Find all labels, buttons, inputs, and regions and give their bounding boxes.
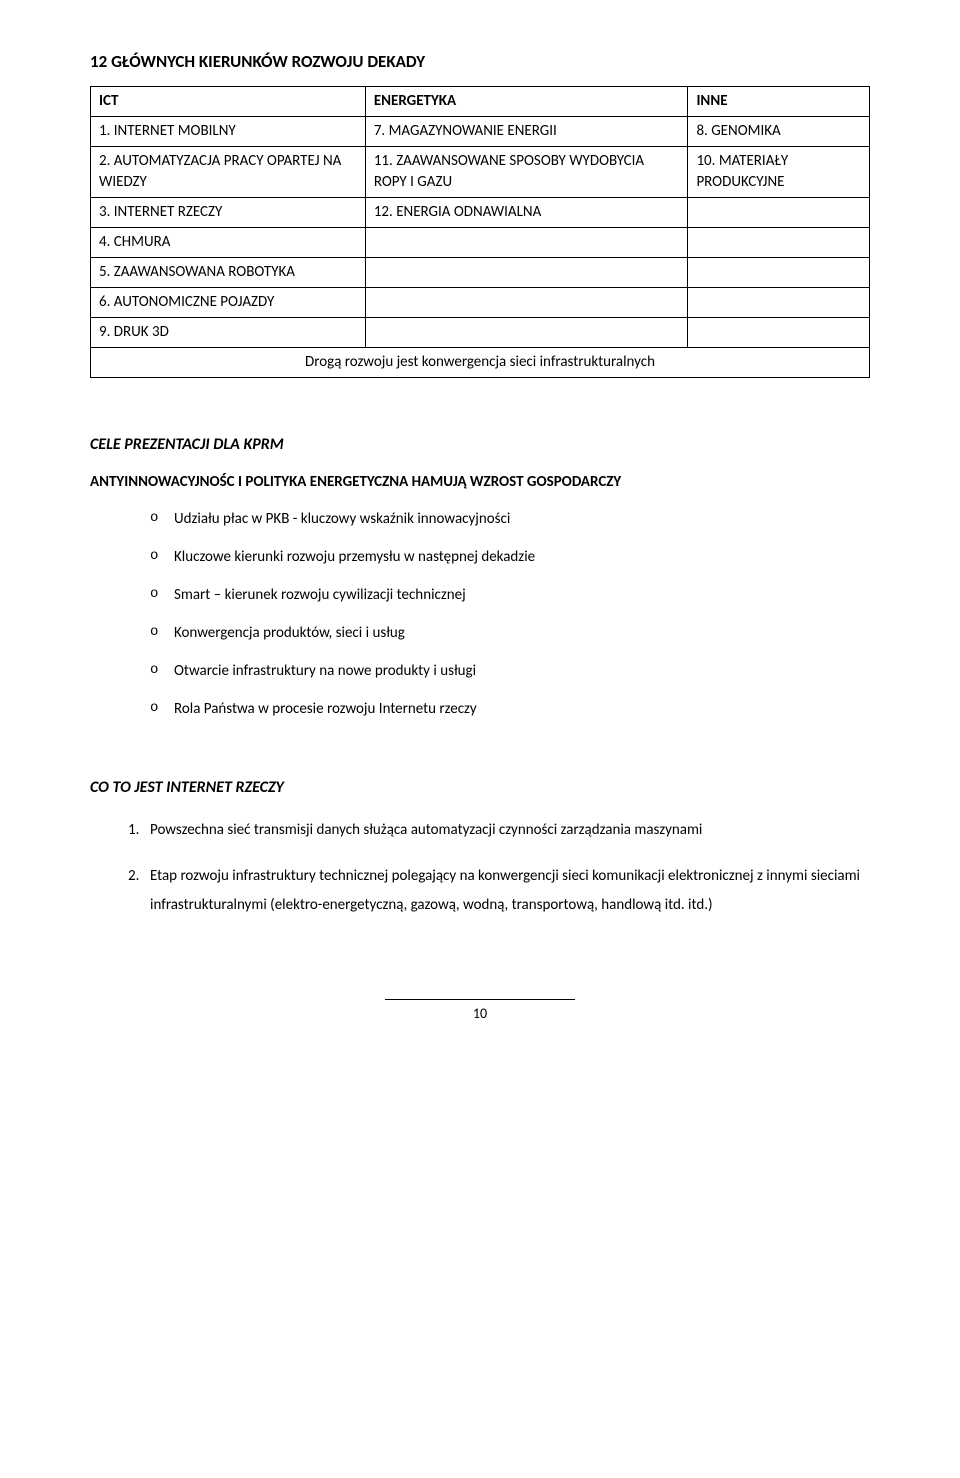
table-row: 4. CHMURA	[91, 227, 870, 257]
table-cell: 9. DRUK 3D	[91, 317, 366, 347]
table-cell: 12. ENERGIA ODNAWIALNA	[365, 197, 688, 227]
document-title: 12 GŁÓWNYCH KIERUNKÓW ROZWOJU DEKADY	[90, 50, 870, 74]
list-item: 1. Powszechna sieć transmisji danych służ…	[128, 816, 870, 845]
list-number: 2.	[128, 862, 139, 891]
table-cell: 7. MAGAZYNOWANIE ENERGII	[365, 116, 688, 146]
page-footer: 10	[90, 999, 870, 1024]
table-cell: 1. INTERNET MOBILNY	[91, 116, 366, 146]
table-row: 6. AUTONOMICZNE POJAZDY	[91, 287, 870, 317]
list-item: Smart – kierunek rozwoju cywilizacji tec…	[150, 583, 870, 607]
section1-subheading: ANTYINNOWACYJNOŚC I POLITYKA ENERGETYCZN…	[90, 472, 870, 493]
list-text: Etap rozwoju infrastruktury technicznej …	[150, 867, 860, 914]
table-cell	[688, 197, 870, 227]
list-item: Rola Państwa w procesie rozwoju Internet…	[150, 697, 870, 721]
table-cell	[365, 257, 688, 287]
footer-rule	[385, 999, 575, 1000]
table-cell: 5. ZAAWANSOWANA ROBOTYKA	[91, 257, 366, 287]
list-text: Powszechna sieć transmisji danych służąc…	[150, 821, 702, 839]
list-item: 2. Etap rozwoju infrastruktury techniczne…	[128, 862, 870, 919]
list-number: 1.	[128, 816, 139, 845]
table-cell	[365, 317, 688, 347]
section2-list: 1. Powszechna sieć transmisji danych służ…	[90, 816, 870, 920]
table-row: 2. AUTOMATYZACJA PRACY OPARTEJ NA WIEDZY…	[91, 146, 870, 197]
table-header-other: INNE	[688, 86, 870, 116]
section2-heading: CO TO JEST INTERNET RZECZY	[90, 777, 870, 799]
table-header-ict: ICT	[91, 86, 366, 116]
table-row: 9. DRUK 3D	[91, 317, 870, 347]
table-cell: 4. CHMURA	[91, 227, 366, 257]
table-cell	[688, 227, 870, 257]
trends-table: ICT ENERGETYKA INNE 1. INTERNET MOBILNY …	[90, 86, 870, 378]
table-cell: 10. MATERIAŁY PRODUKCYJNE	[688, 146, 870, 197]
table-cell	[688, 287, 870, 317]
table-row: 3. INTERNET RZECZY 12. ENERGIA ODNAWIALN…	[91, 197, 870, 227]
table-cell: 6. AUTONOMICZNE POJAZDY	[91, 287, 366, 317]
list-item: Udziału płac w PKB - kluczowy wskaźnik i…	[150, 507, 870, 531]
table-cell	[365, 287, 688, 317]
table-row: 5. ZAAWANSOWANA ROBOTYKA	[91, 257, 870, 287]
table-cell: 11. ZAAWANSOWANE SPOSOBY WYDOBYCIA ROPY …	[365, 146, 688, 197]
table-cell: 3. INTERNET RZECZY	[91, 197, 366, 227]
table-cell	[365, 227, 688, 257]
list-item: Otwarcie infrastruktury na nowe produkty…	[150, 659, 870, 683]
table-footer-row: Drogą rozwoju jest konwergencja sieci in…	[91, 347, 870, 377]
table-cell	[688, 257, 870, 287]
table-footer-cell: Drogą rozwoju jest konwergencja sieci in…	[91, 347, 870, 377]
list-item: Kluczowe kierunki rozwoju przemysłu w na…	[150, 545, 870, 569]
section1-list: Udziału płac w PKB - kluczowy wskaźnik i…	[90, 507, 870, 721]
table-header-energy: ENERGETYKA	[365, 86, 688, 116]
table-row: 1. INTERNET MOBILNY 7. MAGAZYNOWANIE ENE…	[91, 116, 870, 146]
table-cell: 2. AUTOMATYZACJA PRACY OPARTEJ NA WIEDZY	[91, 146, 366, 197]
table-cell	[688, 317, 870, 347]
table-cell: 8. GENOMIKA	[688, 116, 870, 146]
page-number: 10	[473, 1005, 487, 1022]
list-item: Konwergencja produktów, sieci i usług	[150, 621, 870, 645]
section1-heading: CELE PREZENTACJI DLA KPRM	[90, 434, 870, 456]
